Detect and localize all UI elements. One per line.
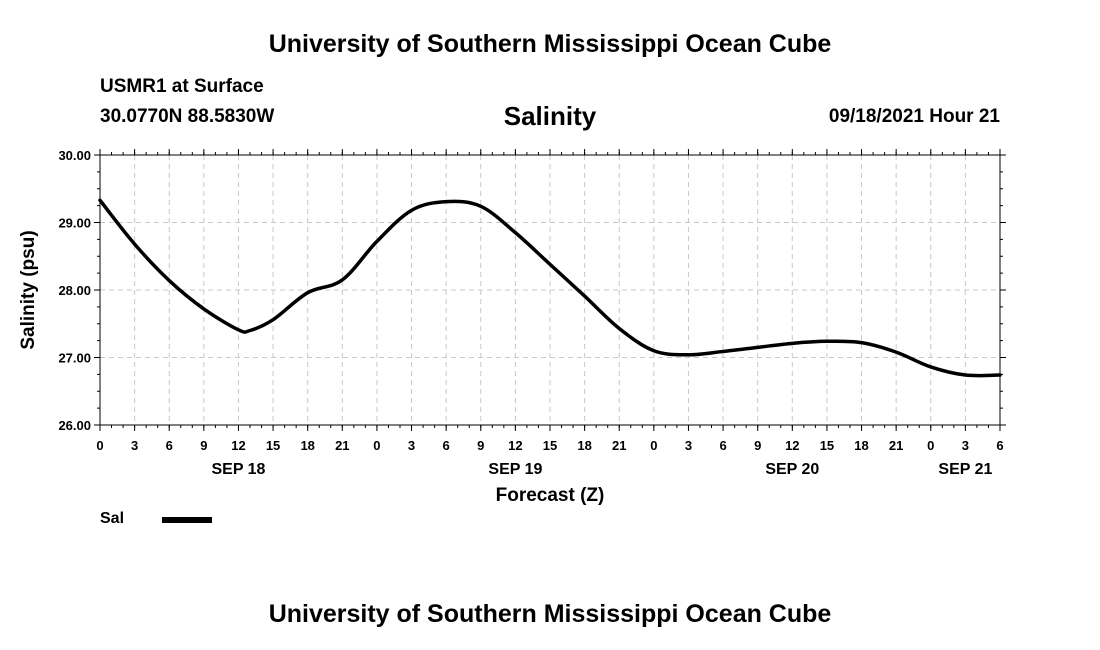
parameter-title: Salinity <box>503 101 597 131</box>
coordinates-label: 30.0770N 88.5830W <box>100 106 275 127</box>
x-tick-label: 21 <box>612 438 626 453</box>
x-tick-label: 6 <box>996 438 1003 453</box>
x-tick-label: 15 <box>266 438 280 453</box>
x-tick-label: 0 <box>96 438 103 453</box>
salinity-line <box>98 198 1002 378</box>
x-tick-label: 15 <box>543 438 557 453</box>
x-axis-title: Forecast (Z) <box>496 485 605 506</box>
x-tick-label: 6 <box>719 438 726 453</box>
x-tick-label: 3 <box>962 438 969 453</box>
x-tick-label: 21 <box>889 438 903 453</box>
x-tick-label: 21 <box>335 438 349 453</box>
x-tick-label: 12 <box>785 438 799 453</box>
plot-frame <box>99 154 1001 426</box>
x-tick-label: 6 <box>443 438 450 453</box>
date-label: SEP 19 <box>488 461 542 478</box>
x-tick-label: 9 <box>200 438 207 453</box>
legend-swatch <box>162 517 212 523</box>
x-tick-label: 18 <box>577 438 591 453</box>
y-tick-label: 27.00 <box>58 351 91 366</box>
x-tick-label: 3 <box>408 438 415 453</box>
date-label: SEP 20 <box>765 461 819 478</box>
chart-title-top: University of Southern Mississippi Ocean… <box>268 30 832 58</box>
date-label: SEP 18 <box>211 461 265 478</box>
x-tick-label: 3 <box>131 438 138 453</box>
x-tick-label: 0 <box>650 438 657 453</box>
y-tick-label: 30.00 <box>58 148 91 163</box>
grid-lines <box>100 155 1000 425</box>
x-tick-label: 0 <box>373 438 380 453</box>
x-tick-label: 12 <box>231 438 245 453</box>
y-tick-label: 29.00 <box>58 216 91 231</box>
x-tick-label: 15 <box>820 438 834 453</box>
y-tick-label: 26.00 <box>58 418 91 433</box>
y-axis-title: Salinity (psu) <box>18 230 39 349</box>
x-tick-label: 9 <box>477 438 484 453</box>
x-tick-label: 6 <box>166 438 173 453</box>
date-label: SEP 21 <box>938 461 992 478</box>
series-layer <box>98 198 1002 378</box>
x-tick-label: 0 <box>927 438 934 453</box>
x-tick-label: 18 <box>854 438 868 453</box>
y-tick-label: 28.00 <box>58 283 91 298</box>
x-tick-label: 18 <box>300 438 314 453</box>
x-tick-label: 12 <box>508 438 522 453</box>
x-tick-label: 3 <box>685 438 692 453</box>
datetime-label: 09/18/2021 Hour 21 <box>828 106 1000 127</box>
legend-label: Sal <box>100 510 125 527</box>
axis-labels: 26.00 27.00 28.00 29.00 30.00 0 3 6 9 12 15 18 21 0 3 6… <box>18 148 1004 506</box>
x-tick-label: 9 <box>754 438 761 453</box>
station-label: USMR1 at Surface <box>100 76 264 97</box>
chart-title-bottom: University of Southern Mississippi Ocean… <box>268 600 832 628</box>
